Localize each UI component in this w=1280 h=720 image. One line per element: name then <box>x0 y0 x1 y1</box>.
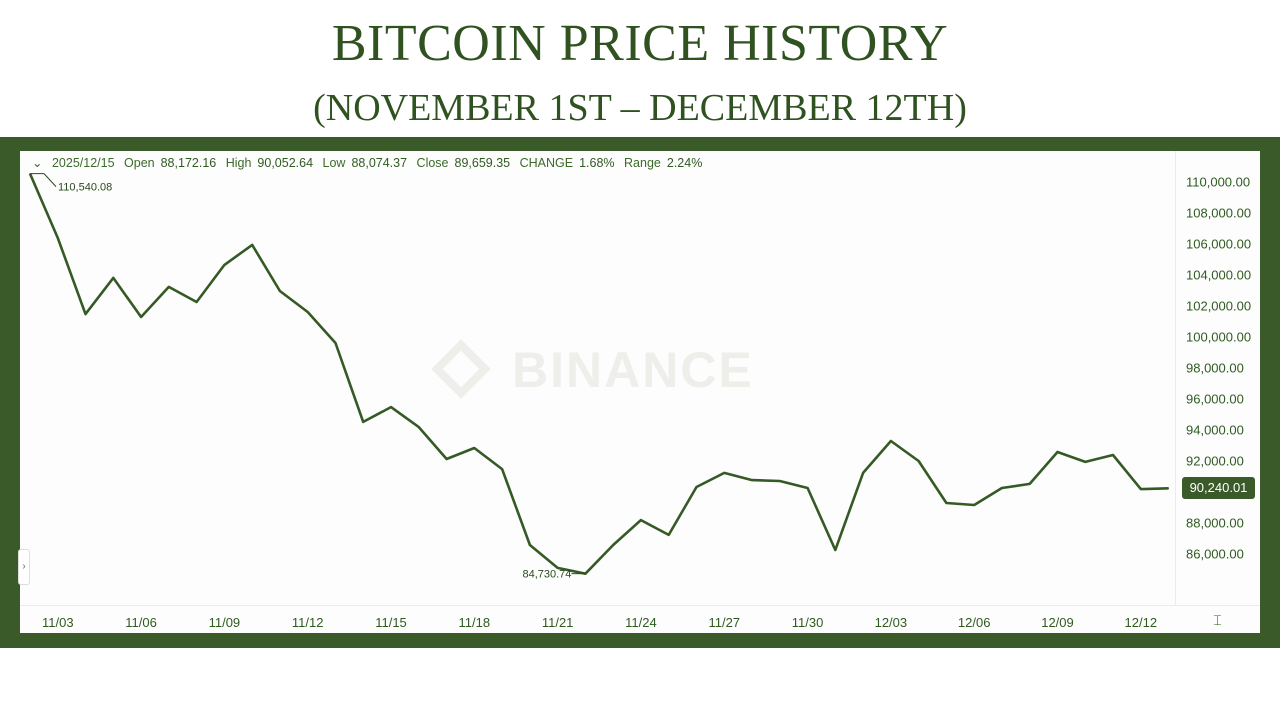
data-point <box>612 544 614 546</box>
data-point <box>57 237 59 239</box>
data-point <box>85 313 87 315</box>
low-value: 88,074.37 <box>351 156 408 170</box>
high-value: 90,052.64 <box>257 156 314 170</box>
data-point <box>334 342 336 344</box>
data-point <box>168 286 170 288</box>
data-point <box>140 316 142 318</box>
range-label: Range <box>624 156 661 170</box>
data-point <box>251 244 253 246</box>
x-tick-label: 11/06 <box>125 615 157 630</box>
data-point <box>362 421 364 423</box>
y-tick-label: 98,000.00 <box>1186 360 1244 376</box>
x-tick-label: 11/21 <box>541 615 574 630</box>
plot-area: 110,540.08 84,730.74 <box>28 173 1170 581</box>
y-tick-label: 106,000.00 <box>1186 236 1252 252</box>
data-point <box>1001 487 1003 489</box>
data-point <box>640 519 642 521</box>
open-value: 88,172.16 <box>160 156 217 170</box>
range-value: 2.24% <box>666 156 703 170</box>
y-tick-label: 108,000.00 <box>1186 205 1252 221</box>
data-point <box>695 486 697 488</box>
data-point <box>223 264 225 266</box>
data-point <box>1029 483 1031 485</box>
y-tick-label: 100,000.00 <box>1186 329 1252 345</box>
data-point <box>973 504 975 506</box>
data-point <box>446 458 448 460</box>
data-point <box>1112 454 1114 456</box>
data-point <box>473 447 475 449</box>
x-tick-label: 11/24 <box>625 615 657 630</box>
data-point <box>529 544 531 546</box>
min-price-label: 84,730.74 <box>522 569 571 581</box>
max-leader-elbow <box>43 173 57 187</box>
x-tick-label: 11/30 <box>791 615 824 630</box>
current-price-badge: 90,240.01 <box>1182 477 1255 500</box>
data-point <box>834 549 836 551</box>
data-point <box>501 468 503 470</box>
data-point <box>557 567 559 569</box>
change-label: CHANGE <box>519 156 574 170</box>
x-tick-label: 12/03 <box>874 615 908 630</box>
data-point <box>668 534 670 536</box>
data-point <box>807 487 809 489</box>
data-point <box>862 472 864 474</box>
data-point <box>1084 461 1086 463</box>
x-tick-label: 12/09 <box>1041 615 1074 630</box>
y-tick-label: 110,000.00 <box>1186 174 1251 190</box>
data-point <box>751 479 753 481</box>
x-axis[interactable]: 11/03 11/06 11/09 11/12 11/15 11/18 11/21 11/24… <box>20 605 1175 634</box>
price-line <box>28 173 1169 576</box>
data-point <box>1168 487 1170 489</box>
data-point <box>890 440 892 442</box>
data-point <box>279 290 281 292</box>
chart-panel: BINANCE 110,540.08 84,730.74 ⌄ 2025/12/15… <box>18 151 1261 634</box>
x-tick-label: 11/18 <box>458 615 491 630</box>
chart-subtitle: (NOVEMBER 1ST – DECEMBER 12TH) <box>313 87 967 129</box>
low-label: Low <box>322 156 346 170</box>
y-tick-label: 94,000.00 <box>1186 422 1244 438</box>
max-price-label: 110,540.08 <box>58 182 112 194</box>
info-date: 2025/12/15 <box>51 156 115 170</box>
x-tick-label: 11/03 <box>41 615 74 630</box>
y-tick-label: 86,000.00 <box>1186 546 1244 562</box>
data-point <box>1056 451 1058 453</box>
y-tick-label: 104,000.00 <box>1186 267 1252 283</box>
data-point <box>918 460 920 462</box>
watermark: BINANCE <box>512 342 754 398</box>
data-point <box>418 426 420 428</box>
expand-sidebar-button[interactable]: › <box>18 549 30 585</box>
close-value: 89,659.35 <box>454 156 511 170</box>
data-point <box>390 406 392 408</box>
data-point <box>945 502 947 504</box>
data-point <box>112 277 114 279</box>
x-tick-label: 12/06 <box>957 615 991 630</box>
y-tick-label: 88,000.00 <box>1186 515 1244 531</box>
data-point <box>1140 488 1142 490</box>
data-point <box>307 311 309 313</box>
x-tick-label: 11/09 <box>208 615 241 630</box>
y-tick-label: 96,000.00 <box>1186 391 1244 407</box>
auto-scale-icon[interactable]: ⌶ <box>1175 605 1260 634</box>
x-tick-label: 11/12 <box>291 615 324 630</box>
open-label: Open <box>124 156 155 170</box>
x-tick-label: 12/12 <box>1124 615 1158 630</box>
ohlc-infobar: ⌄ 2025/12/15 Open 88,172.16 High 90,052.64… <box>32 156 708 171</box>
y-tick-label: 102,000.00 <box>1186 298 1252 314</box>
chart-title: BITCOIN PRICE HISTORY <box>331 15 949 72</box>
x-tick-label: 11/27 <box>708 615 741 630</box>
close-label: Close <box>416 156 449 170</box>
data-point <box>779 480 781 482</box>
change-value: 1.68% <box>579 156 615 170</box>
y-tick-label: 92,000.00 <box>1186 453 1244 469</box>
y-axis[interactable]: 110,000.00 108,000.00 106,000.00 104,000.00… <box>1175 151 1261 605</box>
data-point <box>196 301 198 303</box>
high-label: High <box>225 156 252 170</box>
x-tick-label: 11/15 <box>375 615 407 630</box>
collapse-chevron-icon[interactable]: ⌄ <box>32 156 43 170</box>
data-point <box>723 472 725 474</box>
